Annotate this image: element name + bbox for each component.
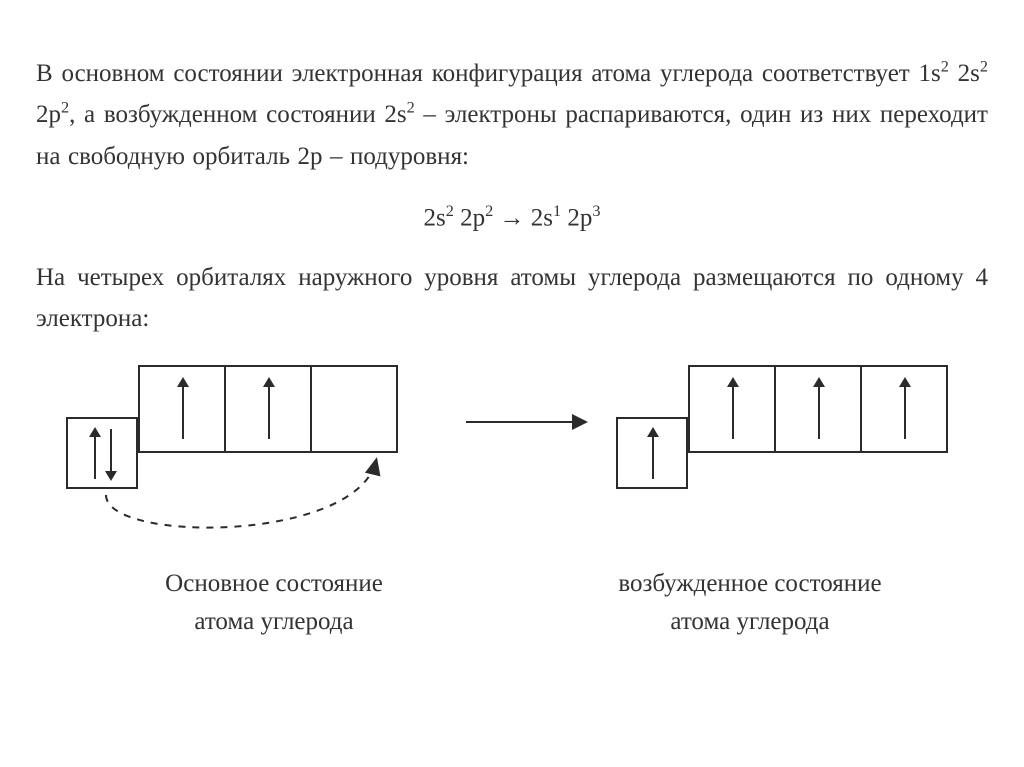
caption-ground-line2: атома углерода [55, 603, 493, 642]
sup-2-b: 2 [980, 58, 988, 76]
sup-2-d: 2 [407, 99, 415, 117]
formula-line: 2s2 2p2 → 2s1 2p3 [36, 202, 988, 232]
ground-p2-box [224, 365, 312, 453]
ground-p1-box [138, 365, 226, 453]
f-sup-1: 1 [553, 202, 561, 220]
spin-up-icon [904, 379, 906, 439]
sup-2-a: 2 [941, 58, 949, 76]
f-sup-2a: 2 [446, 202, 454, 220]
caption-excited-line2: атома углерода [531, 603, 969, 642]
caption-ground-line1: Основное состояние [55, 565, 493, 604]
caption-excited-line1: возбужденное состояние [531, 565, 969, 604]
orbital-diagram [36, 365, 988, 565]
excited-p1-box [688, 365, 776, 453]
excited-s-box [616, 417, 688, 489]
spin-up-icon [732, 379, 734, 439]
caption-ground: Основное состояние атома углерода [55, 565, 493, 643]
p1-seg-b: 2s [949, 60, 980, 87]
diagram-captions: Основное состояние атома углерода возбуж… [36, 565, 988, 643]
spin-up-icon [818, 379, 820, 439]
paragraph-1: В основном состоянии электронная конфигу… [36, 53, 988, 177]
f-d: 2p [561, 204, 592, 231]
spin-up-icon [182, 379, 184, 439]
f-a: 2s [424, 204, 446, 231]
f-c: → 2s [493, 204, 553, 231]
p1-seg-c: 2p [36, 101, 61, 128]
caption-excited: возбужденное состояние атома углерода [531, 565, 969, 643]
f-sup-3: 3 [592, 202, 600, 220]
excited-p2-box [774, 365, 862, 453]
spin-down-icon [110, 429, 112, 479]
ground-p3-box [310, 365, 398, 453]
page: В основном состоянии электронная конфигу… [0, 0, 1024, 642]
paragraph-2: На четырех орбиталях наружного уровня ат… [36, 257, 988, 340]
excited-p3-box [860, 365, 948, 453]
transition-arrow-icon [466, 421, 586, 423]
f-b: 2p [454, 204, 485, 231]
spin-up-icon [94, 429, 96, 479]
spin-up-icon [652, 429, 654, 479]
spin-up-icon [268, 379, 270, 439]
ground-s-box [66, 417, 138, 489]
p1-seg-a: В основном состоянии электронная конфигу… [36, 60, 941, 87]
p1-seg-d: , а возбужденном состоянии 2s [69, 101, 407, 128]
sup-2-c: 2 [61, 99, 69, 117]
